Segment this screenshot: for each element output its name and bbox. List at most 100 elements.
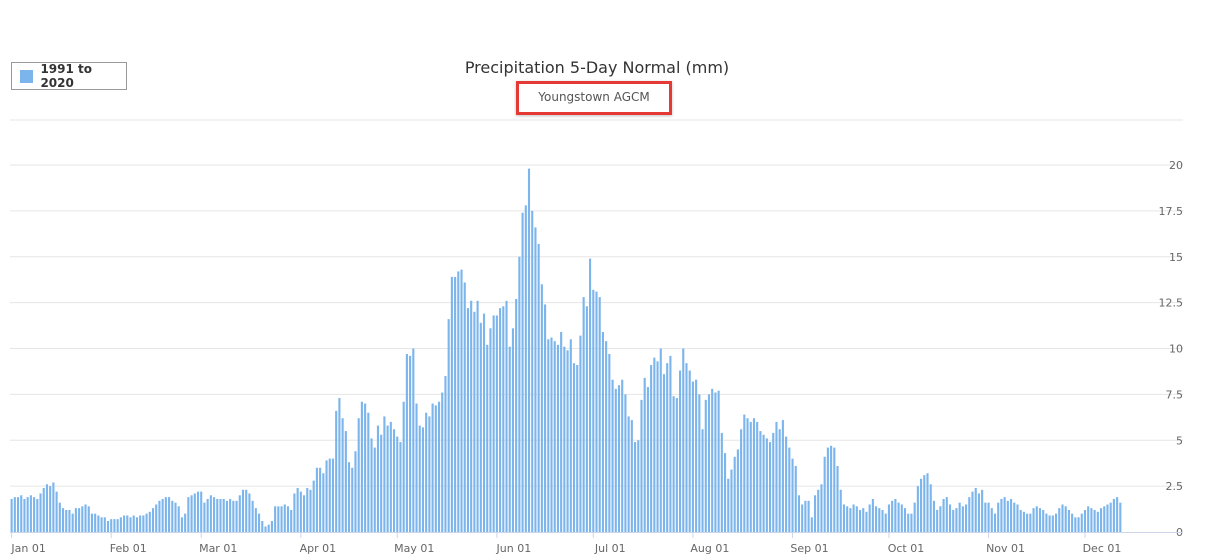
bar[interactable] — [961, 506, 964, 532]
bar[interactable] — [1103, 506, 1106, 532]
bar[interactable] — [309, 489, 312, 532]
bar[interactable] — [473, 311, 476, 532]
bar[interactable] — [531, 210, 534, 533]
bar[interactable] — [389, 421, 392, 532]
bar[interactable] — [184, 513, 187, 532]
bar[interactable] — [463, 282, 466, 532]
bar[interactable] — [624, 394, 627, 533]
bar[interactable] — [952, 509, 955, 532]
bar[interactable] — [306, 487, 309, 532]
bar[interactable] — [49, 486, 52, 533]
bar[interactable] — [720, 432, 723, 532]
bar[interactable] — [849, 508, 852, 532]
bar[interactable] — [213, 497, 216, 532]
bar[interactable] — [412, 348, 415, 533]
bar[interactable] — [679, 370, 682, 532]
bar[interactable] — [87, 506, 90, 532]
bar[interactable] — [1051, 515, 1054, 532]
bar[interactable] — [685, 363, 688, 532]
bar[interactable] — [360, 401, 363, 532]
bar[interactable] — [245, 489, 248, 532]
bar[interactable] — [903, 508, 907, 532]
bar[interactable] — [929, 484, 932, 532]
bar[interactable] — [364, 403, 367, 532]
bar[interactable] — [158, 500, 161, 532]
bar[interactable] — [325, 460, 328, 532]
bar[interactable] — [550, 337, 553, 532]
bar[interactable] — [662, 374, 666, 532]
bar[interactable] — [955, 508, 958, 532]
bar[interactable] — [968, 497, 971, 532]
bar[interactable] — [1042, 509, 1045, 532]
bar[interactable] — [948, 504, 952, 532]
bar[interactable] — [357, 418, 360, 532]
bar[interactable] — [881, 509, 884, 532]
bar[interactable] — [380, 434, 383, 532]
bar[interactable] — [891, 500, 894, 532]
bar[interactable] — [579, 335, 582, 532]
bar[interactable] — [839, 489, 842, 532]
bar[interactable] — [235, 500, 238, 532]
bar[interactable] — [90, 513, 94, 532]
bar[interactable] — [640, 399, 643, 532]
bar[interactable] — [328, 458, 331, 532]
bar[interactable] — [556, 344, 559, 532]
bar[interactable] — [261, 520, 264, 532]
bar[interactable] — [807, 500, 810, 532]
bar[interactable] — [155, 504, 158, 532]
bar[interactable] — [730, 469, 733, 532]
bar[interactable] — [23, 498, 26, 532]
bar[interactable] — [759, 431, 762, 532]
bar[interactable] — [482, 313, 486, 532]
bar[interactable] — [595, 291, 598, 532]
bar[interactable] — [765, 438, 768, 532]
bar[interactable] — [65, 509, 68, 532]
bar[interactable] — [322, 473, 325, 532]
bar[interactable] — [743, 414, 746, 532]
bar[interactable] — [810, 517, 813, 532]
bar[interactable] — [434, 405, 437, 532]
bar[interactable] — [907, 513, 910, 532]
bar[interactable] — [409, 355, 412, 532]
bar[interactable] — [576, 365, 579, 532]
bar[interactable] — [736, 449, 739, 532]
bar[interactable] — [42, 487, 45, 532]
bar[interactable] — [457, 271, 460, 532]
bar[interactable] — [392, 429, 396, 532]
bar[interactable] — [402, 401, 405, 532]
bar[interactable] — [817, 489, 820, 532]
bar[interactable] — [209, 495, 212, 532]
bar[interactable] — [621, 379, 624, 532]
bar[interactable] — [990, 508, 993, 532]
bar[interactable] — [585, 306, 588, 532]
bar[interactable] — [200, 491, 203, 532]
bar[interactable] — [855, 506, 858, 532]
bar[interactable] — [193, 493, 196, 532]
bar[interactable] — [280, 506, 283, 532]
bar[interactable] — [444, 376, 447, 532]
bar[interactable] — [797, 495, 801, 532]
bar[interactable] — [977, 493, 980, 532]
bar[interactable] — [589, 258, 592, 532]
bar[interactable] — [258, 513, 261, 532]
bar[interactable] — [547, 339, 550, 532]
bar[interactable] — [1022, 511, 1025, 532]
bar[interactable] — [495, 315, 498, 532]
bar[interactable] — [868, 504, 871, 532]
bar[interactable] — [650, 365, 653, 532]
bar[interactable] — [740, 429, 743, 532]
bar[interactable] — [386, 425, 389, 532]
bar[interactable] — [733, 456, 736, 532]
bar[interactable] — [1119, 502, 1122, 532]
bar[interactable] — [351, 467, 354, 532]
bar[interactable] — [399, 442, 402, 532]
bar[interactable] — [254, 508, 257, 532]
bar[interactable] — [762, 434, 765, 532]
bar[interactable] — [887, 504, 891, 532]
bar[interactable] — [791, 458, 794, 532]
bar[interactable] — [299, 491, 302, 532]
bar[interactable] — [315, 467, 318, 532]
bar[interactable] — [572, 363, 576, 532]
bar[interactable] — [1074, 517, 1077, 532]
bar[interactable] — [862, 508, 865, 532]
